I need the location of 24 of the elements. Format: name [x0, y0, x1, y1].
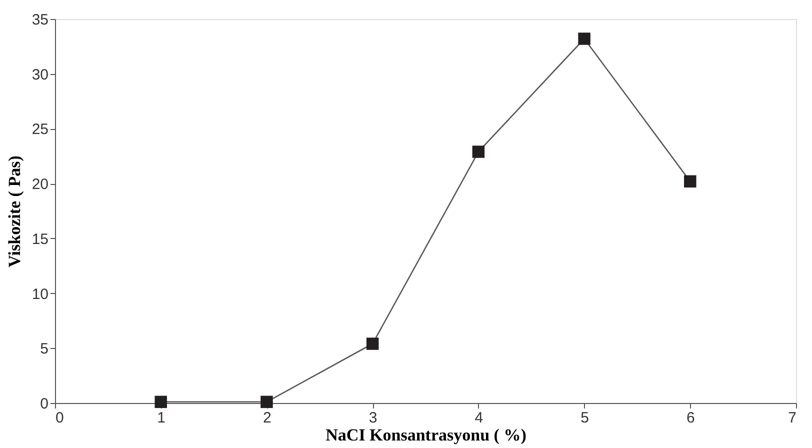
x-tick-label: 3 — [368, 410, 378, 426]
x-tick-label: 6 — [686, 410, 695, 426]
y-tick-label: 30 — [32, 66, 48, 84]
y-tick-label: 5 — [40, 340, 48, 358]
x-tick-label: 0 — [56, 410, 64, 426]
x-tick-label: 4 — [474, 410, 484, 426]
point — [578, 32, 590, 45]
y-tick-label: 20 — [32, 176, 48, 194]
x-tick-label: 1 — [157, 410, 166, 426]
y-tick-label: 10 — [32, 286, 48, 303]
point — [472, 146, 485, 158]
point — [260, 396, 273, 408]
x-tick-label: 2 — [263, 410, 272, 426]
y-axis-title: Viskozite ( Pas) — [4, 156, 24, 268]
y-tick-label: 25 — [32, 121, 48, 138]
x-tick-label: 7 — [788, 410, 796, 426]
point — [684, 175, 696, 188]
x-axis-title: NaCI Konsantrasyonu ( %) — [326, 426, 526, 444]
point — [154, 396, 167, 408]
x-tick-label: 5 — [580, 410, 589, 426]
y-tick-label: 0 — [40, 396, 48, 412]
point — [366, 338, 379, 350]
y-tick-label: 35 — [32, 12, 48, 28]
y-tick-label: 15 — [32, 230, 48, 248]
